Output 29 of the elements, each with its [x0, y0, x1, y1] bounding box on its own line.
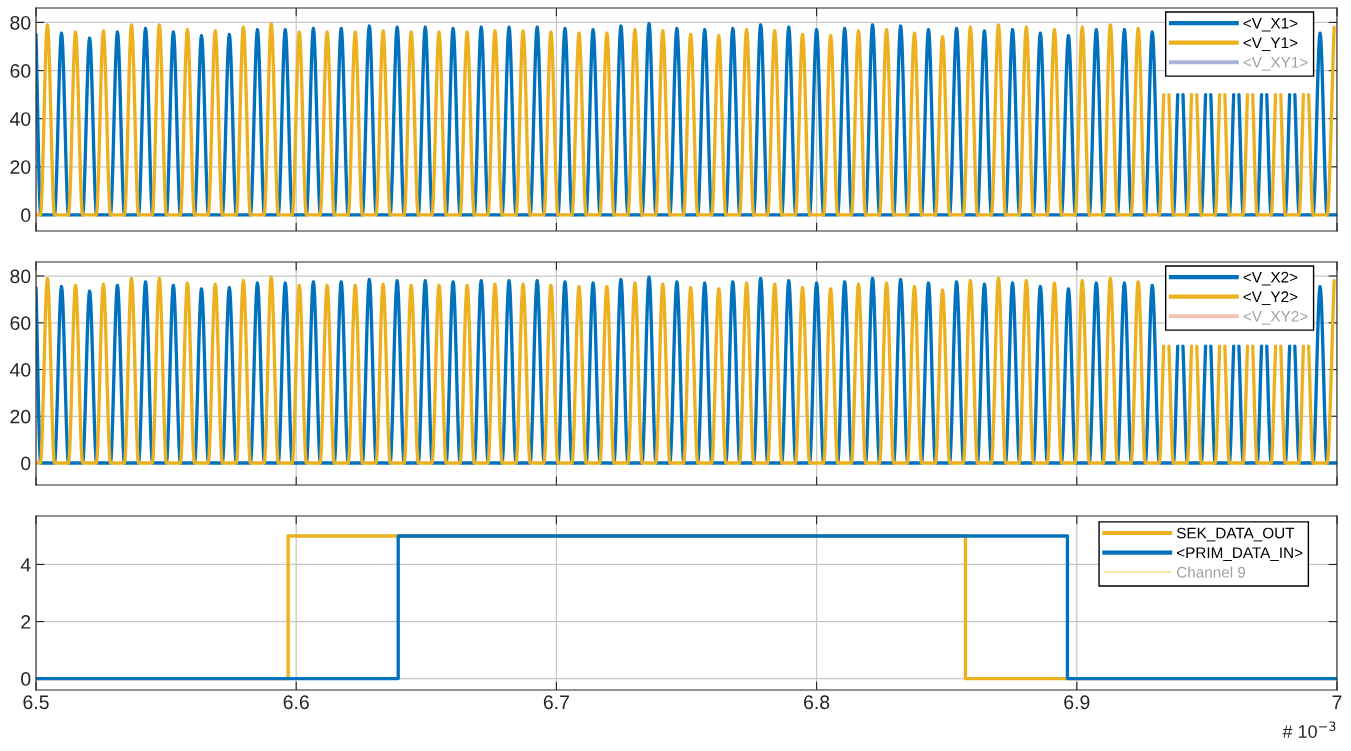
- x-tick-label: 6.8: [804, 695, 830, 710]
- y-tick-label: 2: [21, 615, 31, 629]
- x-tick-label: 6.9: [1064, 695, 1090, 710]
- legend-label: <V_XY2>: [1243, 310, 1308, 325]
- legend-label: <V_Y2>: [1243, 291, 1298, 306]
- y-tick-label: 60: [10, 64, 31, 78]
- text: # 10$^{−3}$: [1282, 721, 1336, 738]
- y-tick-label: 0: [21, 208, 31, 223]
- y-tick-label: 0: [21, 672, 31, 686]
- y-tick-label: 60: [10, 316, 31, 331]
- y-tick-label: 4: [20, 558, 31, 572]
- y-tick-label: 80: [10, 15, 31, 30]
- legend-label: <V_Y1>: [1243, 37, 1298, 52]
- x-tick-label: 7: [1332, 695, 1342, 709]
- legend-label: <PRIM_DATA_IN>: [1176, 547, 1303, 561]
- legend-label: <V_X2>: [1243, 271, 1298, 286]
- y-tick-label: 20: [10, 160, 31, 175]
- x-tick-label: 6.7: [543, 695, 569, 710]
- legend-label: SEK_DATA_OUT: [1176, 527, 1295, 542]
- legend-label: <V_X1>: [1243, 17, 1298, 32]
- y-tick-label: 0: [21, 456, 31, 471]
- y-tick-label: 20: [10, 409, 31, 424]
- x-tick-label: 6.5: [23, 695, 49, 710]
- y-tick-label: 40: [9, 112, 31, 126]
- y-tick-label: 80: [10, 269, 31, 284]
- y-tick-label: 40: [9, 362, 31, 377]
- legend-label: Channel 9: [1177, 566, 1246, 578]
- x-tick-label: 6.6: [283, 695, 309, 710]
- legend-label: <V_XY1>: [1243, 57, 1308, 71]
